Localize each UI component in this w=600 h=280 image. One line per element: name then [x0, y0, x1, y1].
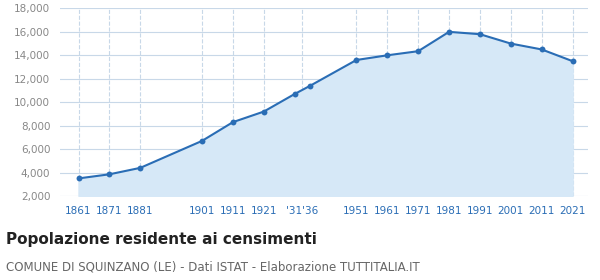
Point [475, 32, 485, 36]
Point [444, 30, 454, 34]
Point [352, 58, 361, 62]
Point [197, 139, 207, 143]
Point [104, 172, 114, 177]
Point [537, 47, 547, 52]
Point [290, 92, 299, 96]
Text: COMUNE DI SQUINZANO (LE) - Dati ISTAT - Elaborazione TUTTITALIA.IT: COMUNE DI SQUINZANO (LE) - Dati ISTAT - … [6, 260, 420, 273]
Point [305, 83, 315, 88]
Point [74, 176, 83, 181]
Text: Popolazione residente ai censimenti: Popolazione residente ai censimenti [6, 232, 317, 248]
Point [506, 41, 515, 46]
Point [413, 49, 423, 53]
Point [568, 59, 577, 63]
Point [382, 53, 392, 58]
Point [228, 120, 238, 124]
Point [259, 109, 269, 114]
Point [136, 165, 145, 170]
